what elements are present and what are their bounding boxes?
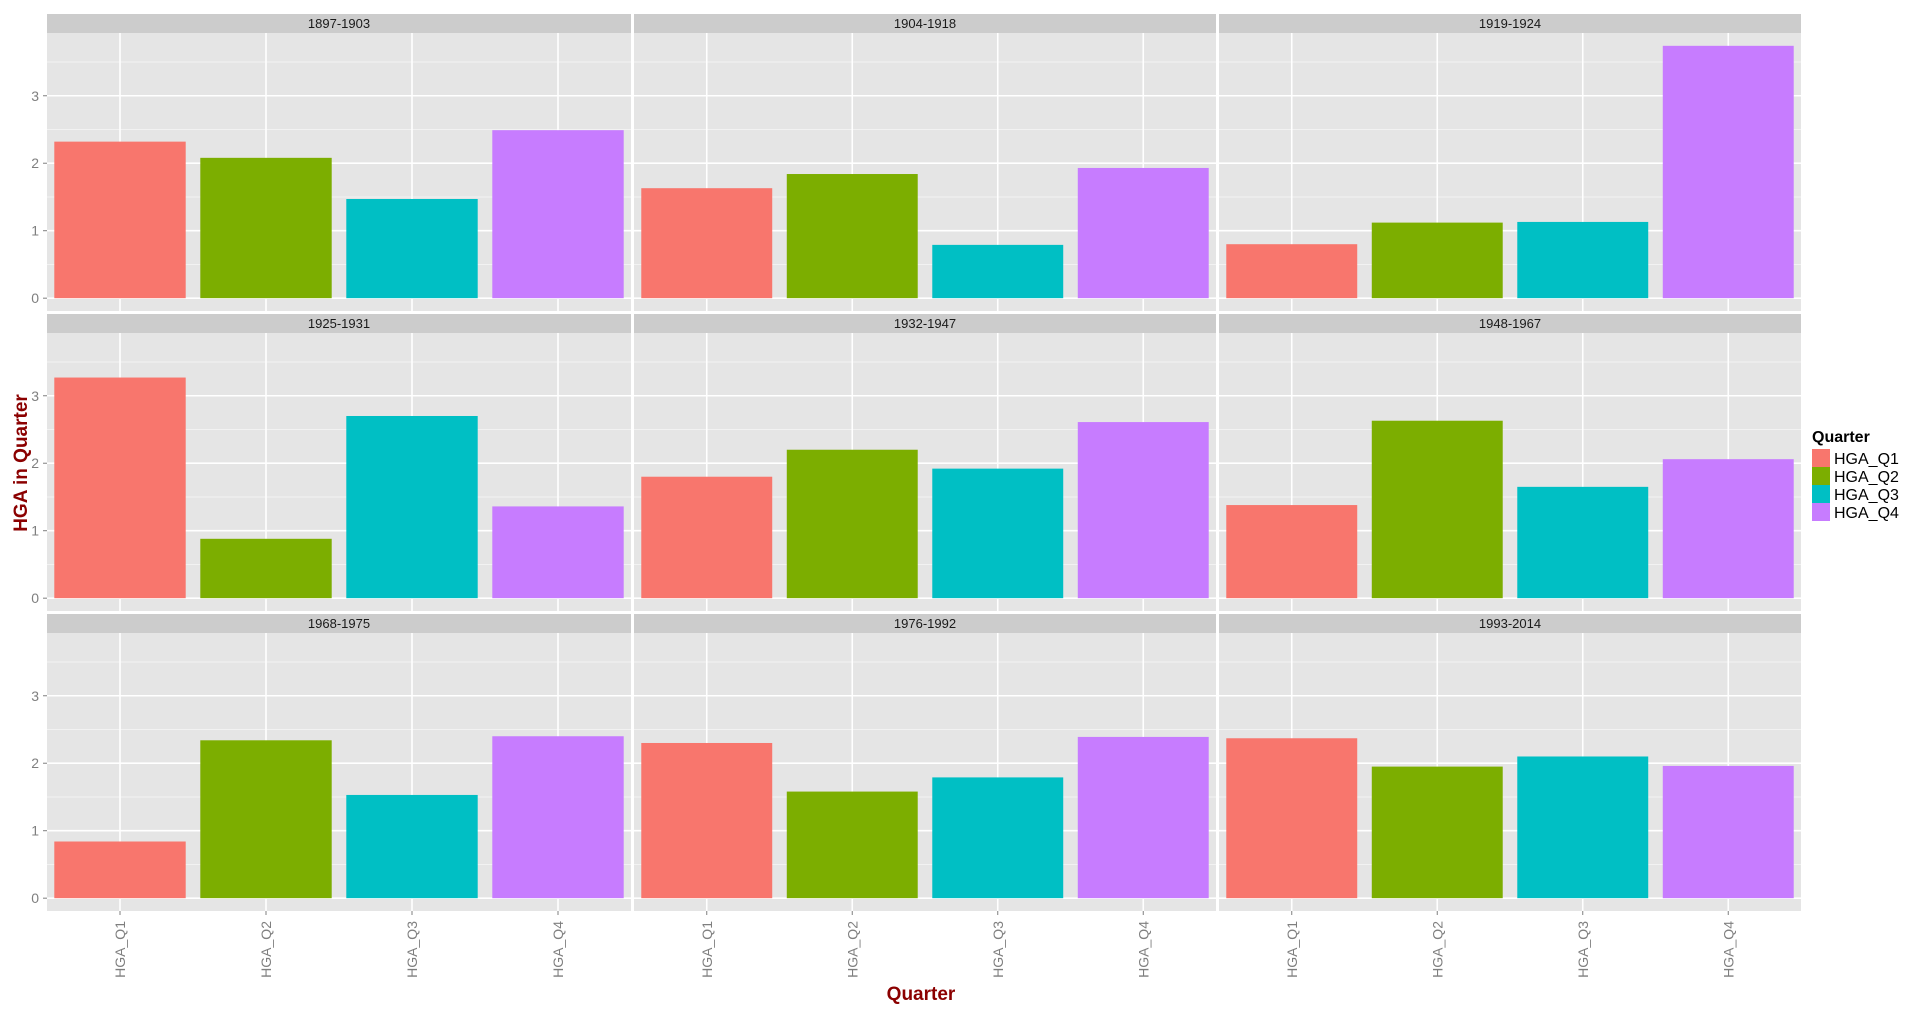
y-tick-label: 1 [31,823,39,839]
legend-label: HGA_Q4 [1834,505,1899,522]
x-tick-label: HGA_Q2 [844,921,860,978]
bar-hga-q2 [200,538,332,599]
x-tick-label: HGA_Q4 [1720,921,1736,978]
bar-hga-q4 [1662,45,1794,299]
facet-strip [634,614,1216,633]
bar-hga-q1 [1226,505,1358,599]
bar-hga-q3 [1517,221,1649,299]
bar-hga-q1 [54,841,186,899]
facet-label: 1904-1918 [894,16,956,31]
bar-hga-q2 [1371,766,1503,899]
y-tick-label: 2 [31,155,39,171]
bar-hga-q3 [932,244,1064,299]
legend-key [1812,503,1830,521]
bar-hga-q4 [1662,765,1794,899]
x-tick-label: HGA_Q1 [1284,921,1300,978]
facet-label: 1968-1975 [308,616,370,631]
facet-strip [1219,14,1801,33]
bar-hga-q3 [932,468,1064,599]
y-tick-label: 0 [31,290,39,306]
y-tick-label: 2 [31,755,39,771]
bar-hga-q1 [1226,244,1358,299]
legend-key [1812,485,1830,503]
x-tick-label: HGA_Q3 [990,921,1006,978]
x-tick-label: HGA_Q1 [699,921,715,978]
facet-label: 1925-1931 [308,316,370,331]
bar-hga-q3 [1517,486,1649,599]
bar-hga-q4 [1662,459,1794,599]
bar-hga-q4 [1077,167,1209,299]
y-tick-label: 0 [31,590,39,606]
facet-label: 1976-1992 [894,616,956,631]
bar-hga-q3 [346,794,478,899]
bar-hga-q3 [346,198,478,299]
y-axis-title: HGA in Quarter [11,394,32,532]
bar-hga-q1 [1226,738,1358,899]
bar-hga-q2 [786,791,918,899]
x-axis-title: Quarter [887,984,956,1005]
legend-title: Quarter [1812,429,1870,446]
facet-strip [1219,314,1801,333]
bar-hga-q1 [641,476,773,599]
bar-hga-q4 [1077,736,1209,899]
bar-hga-q1 [54,141,186,299]
facet-strip [1219,614,1801,633]
bar-hga-q2 [1371,222,1503,299]
bar-hga-q3 [932,777,1064,899]
bar-hga-q3 [346,415,478,599]
facet-strip [634,314,1216,333]
bar-hga-q4 [492,506,624,599]
x-tick-label: HGA_Q2 [258,921,274,978]
y-tick-label: 3 [31,88,39,104]
x-tick-label: HGA_Q2 [1429,921,1445,978]
bar-hga-q2 [786,174,918,299]
facet-strip [47,314,631,333]
y-tick-label: 3 [31,388,39,404]
y-tick-label: 3 [31,688,39,704]
bar-hga-q2 [1371,420,1503,599]
facet-strip [634,14,1216,33]
bar-hga-q4 [1077,422,1209,599]
y-tick-label: 0 [31,890,39,906]
bar-hga-q4 [492,130,624,299]
facet-strip [47,614,631,633]
legend-label: HGA_Q1 [1834,451,1899,468]
legend-label: HGA_Q3 [1834,487,1899,504]
bar-hga-q2 [786,449,918,599]
facet-label: 1919-1924 [1479,16,1541,31]
legend-key [1812,467,1830,485]
bar-hga-q2 [200,740,332,899]
y-tick-label: 2 [31,455,39,471]
bar-hga-q1 [641,188,773,299]
x-tick-label: HGA_Q1 [112,921,128,978]
x-tick-label: HGA_Q3 [1575,921,1591,978]
bar-hga-q3 [1517,756,1649,899]
legend-key [1812,449,1830,467]
facet-strip [47,14,631,33]
x-tick-label: HGA_Q3 [404,921,420,978]
bar-hga-q2 [200,157,332,299]
y-tick-label: 1 [31,523,39,539]
facet-label: 1993-2014 [1479,616,1541,631]
facet-label: 1932-1947 [894,316,956,331]
bar-hga-q1 [641,742,773,899]
y-tick-label: 1 [31,223,39,239]
facet-label: 1948-1967 [1479,316,1541,331]
bar-hga-q4 [492,736,624,899]
facet-label: 1897-1903 [308,16,370,31]
x-tick-label: HGA_Q4 [1135,921,1151,978]
legend-label: HGA_Q2 [1834,469,1899,486]
bar-hga-q1 [54,377,186,599]
x-tick-label: HGA_Q4 [550,921,566,978]
